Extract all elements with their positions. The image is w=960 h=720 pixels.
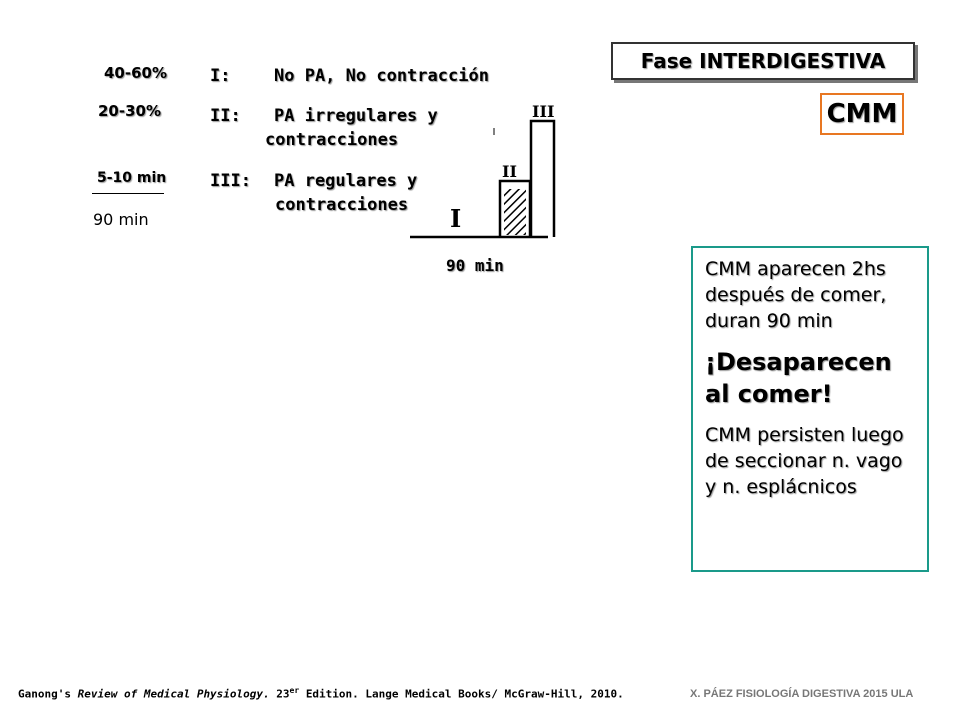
diagram-phase3-bar bbox=[529, 119, 556, 237]
info-paragraph-disappear: ¡Desaparecen al comer! bbox=[705, 348, 892, 408]
phase1-description: I: No PA, No contracción bbox=[210, 66, 489, 86]
footer-ref-edition-num: 23 bbox=[276, 687, 290, 701]
phase1-numeral: I: bbox=[210, 66, 231, 86]
phase1-text: No PA, No contracción bbox=[274, 66, 489, 86]
phase3-text-line2: contracciones bbox=[275, 195, 409, 215]
diagram-label-phase3: III bbox=[532, 102, 554, 121]
footer-ref-edition-sup: er bbox=[289, 686, 300, 695]
duration-divider bbox=[92, 193, 164, 194]
phase3-text-line1: PA regulares y bbox=[274, 171, 418, 191]
diagram-duration-label: 90 min bbox=[446, 256, 504, 275]
phase3-duration: 5-10 min bbox=[97, 170, 167, 186]
title-label: Fase INTERDIGESTIVA bbox=[640, 49, 886, 73]
phase3-numeral: III: bbox=[210, 171, 251, 191]
diagram-label-phase1: I bbox=[450, 204, 461, 233]
title-box: Fase INTERDIGESTIVA bbox=[611, 42, 915, 80]
footer-ref-rest: Edition. Lange Medical Books/ McGraw-Hil… bbox=[305, 687, 624, 701]
footer-ref-author: Ganong's bbox=[18, 687, 71, 701]
phase2-description: II: PA irregulares y contracciones bbox=[210, 104, 438, 152]
cmm-box: CMM bbox=[820, 93, 904, 135]
info-box: CMM aparecen 2hs después de comer, duran… bbox=[691, 246, 929, 572]
phase2-text-line2: contracciones bbox=[265, 130, 399, 150]
diagram-phase2-hatch bbox=[504, 189, 526, 235]
footer-reference: Ganong's Review of Medical Physiology. 2… bbox=[18, 686, 624, 701]
mmc-phase-diagram: I II III bbox=[410, 102, 556, 239]
total-duration: 90 min bbox=[93, 210, 149, 229]
footer-ref-title: Review of Medical Physiology. bbox=[77, 687, 270, 701]
diagram-label-phase2: II bbox=[502, 162, 517, 181]
phase3-description: III: PA regulares y contracciones bbox=[210, 169, 417, 217]
info-paragraph-appear: CMM aparecen 2hs después de comer, duran… bbox=[705, 258, 887, 332]
footer-credit: X. PÁEZ FISIOLOGÍA DIGESTIVA 2015 ULA bbox=[690, 688, 914, 700]
phase2-percentage: 20-30% bbox=[98, 102, 162, 120]
phase2-numeral: II: bbox=[210, 106, 241, 126]
phase2-text-line1: PA irregulares y bbox=[274, 106, 438, 126]
phase1-percentage: 40-60% bbox=[104, 64, 168, 82]
cmm-label: CMM bbox=[826, 99, 898, 129]
info-paragraph-persist: CMM persisten luego de seccionar n. vago… bbox=[705, 424, 904, 498]
